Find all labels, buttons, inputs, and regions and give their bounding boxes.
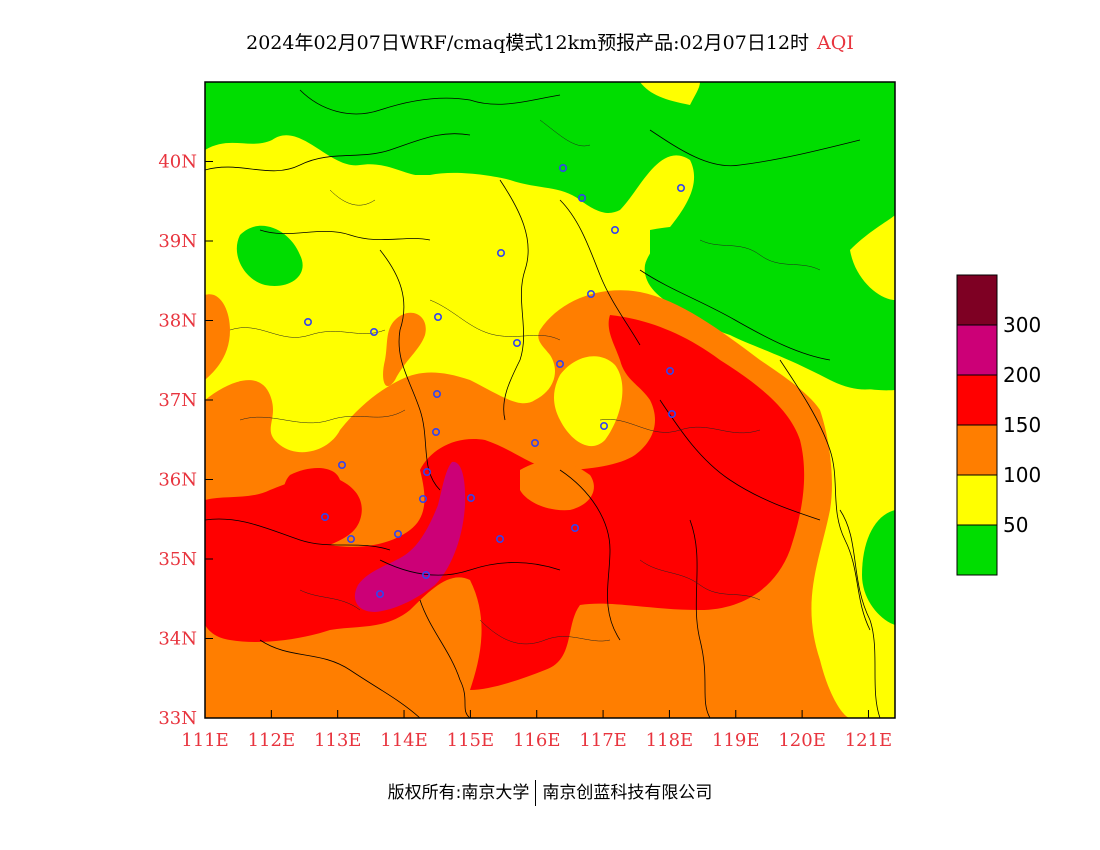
aqi-band-unhealthy-west: [281, 468, 342, 526]
aqi-band-good-se: [862, 510, 895, 625]
copyright-footer: 版权所有:南京大学 南京创蓝科技有限公司: [0, 778, 1100, 806]
city-marker: [432, 389, 441, 398]
city-marker: [320, 512, 329, 521]
lon-tick-label: 111E: [181, 730, 229, 751]
city-marker: [496, 249, 505, 258]
lat-tick-label: 39N: [158, 231, 197, 252]
legend-label: 300: [1003, 313, 1041, 337]
legend-label: 150: [1003, 413, 1041, 437]
city-marker: [337, 460, 346, 469]
city-marker: [422, 467, 431, 476]
city-marker: [375, 589, 384, 598]
county-boundaries: [229, 119, 821, 645]
aqi-band-very-unhealthy: [354, 461, 466, 612]
city-marker: [667, 409, 676, 418]
province-boundaries: [205, 89, 881, 718]
legend-swatch: [956, 524, 998, 576]
lon-tick-label: 120E: [778, 730, 826, 751]
lat-tick-label: 40N: [158, 152, 197, 173]
aqi-band-good-ne: [650, 200, 895, 391]
aqi-band-good-nw: [236, 225, 303, 286]
longitude-axis: 111E 112E 113E 114E 115E 116E 117E 118E 119E 120E…: [181, 710, 892, 751]
city-marker: [599, 421, 608, 430]
city-marker: [610, 226, 619, 235]
lon-tick-label: 118E: [646, 730, 694, 751]
aqi-band-usg-pocket: [520, 460, 594, 511]
lat-tick-label: 36N: [158, 470, 197, 491]
city-marker: [665, 366, 674, 375]
lat-tick-label: 33N: [158, 708, 197, 729]
legend-swatch: [956, 374, 998, 426]
legend-swatch: [956, 324, 998, 376]
lon-tick-label: 116E: [513, 730, 561, 751]
city-marker: [369, 327, 378, 336]
footer-right: 南京创蓝科技有限公司: [542, 783, 713, 803]
city-marker: [431, 427, 440, 436]
legend-swatch: [956, 424, 998, 476]
lon-tick-label: 121E: [845, 730, 893, 751]
legend-label: 50: [1003, 513, 1028, 537]
city-markers: [303, 164, 685, 598]
latitude-axis: 33N 34N 35N 36N 37N 38N 39N 40N: [158, 152, 213, 729]
map-title: 2024年02月07日WRF/cmaq模式12km预报产品:02月07日12时 A…: [0, 28, 1100, 55]
lat-tick-label: 37N: [158, 390, 197, 411]
lon-tick-label: 115E: [447, 730, 495, 751]
aqi-band-usg-central: [383, 312, 426, 387]
city-marker: [530, 438, 539, 447]
aqi-band-unhealthy: [205, 315, 805, 690]
title-variable: AQI: [817, 32, 854, 54]
aqi-band-moderate-coast: [850, 215, 895, 300]
city-marker: [303, 317, 312, 326]
city-marker: [495, 534, 504, 543]
lon-tick-label: 112E: [248, 730, 296, 751]
city-marker: [346, 534, 355, 543]
city-marker: [466, 493, 475, 502]
city-marker: [676, 184, 685, 193]
lon-tick-label: 117E: [579, 730, 627, 751]
city-marker: [393, 529, 402, 538]
lon-tick-label: 119E: [712, 730, 760, 751]
aqi-legend: 50 100 150 200 300: [956, 274, 1041, 576]
footer-separator: [535, 780, 537, 806]
legend-label: 100: [1003, 463, 1041, 487]
city-marker: [433, 312, 442, 321]
city-marker: [421, 570, 430, 579]
footer-left: 版权所有:南京大学: [387, 783, 530, 803]
city-marker: [555, 359, 564, 368]
legend-swatch: [956, 274, 998, 326]
aqi-band-moderate-top: [640, 82, 700, 105]
lat-tick-label: 38N: [158, 311, 197, 332]
legend-label: 200: [1003, 363, 1041, 387]
lon-tick-label: 114E: [380, 730, 428, 751]
lat-tick-label: 35N: [158, 549, 197, 570]
title-main: 2024年02月07日WRF/cmaq模式12km预报产品:02月07日12时: [246, 32, 810, 54]
city-marker: [558, 164, 567, 173]
lon-tick-label: 113E: [314, 730, 362, 751]
city-marker: [586, 289, 595, 298]
city-marker: [512, 338, 521, 347]
lat-tick-label: 34N: [158, 629, 197, 650]
legend-swatch: [956, 474, 998, 526]
aqi-band-moderate-north: [205, 150, 430, 233]
city-marker: [570, 523, 579, 532]
city-marker: [418, 494, 427, 503]
city-marker: [577, 194, 586, 203]
aqi-field: [205, 82, 895, 718]
